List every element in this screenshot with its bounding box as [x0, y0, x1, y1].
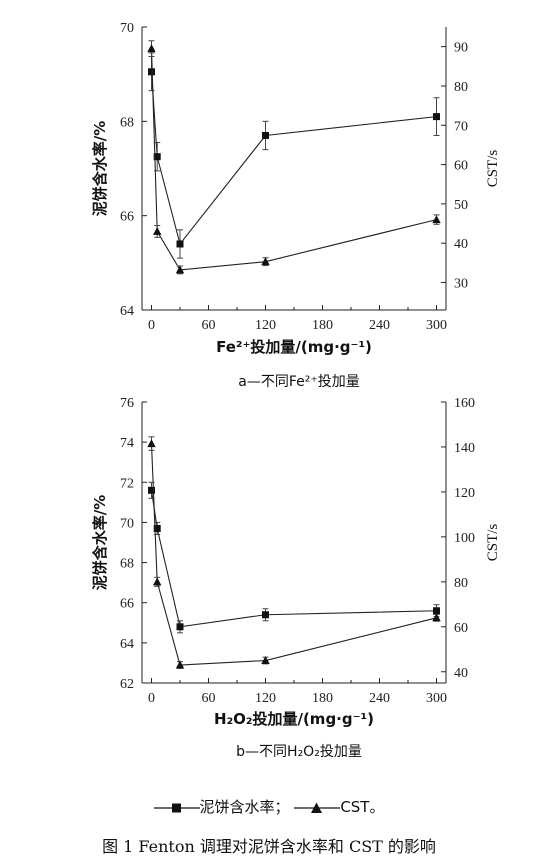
series-cst	[147, 40, 441, 275]
panel-caption: b—不同H₂O₂投加量	[236, 744, 362, 760]
data-point-square	[176, 623, 184, 631]
legend: 泥饼含水率； CST。	[0, 796, 538, 817]
data-point-square	[262, 131, 269, 139]
series-line	[150, 490, 437, 628]
y2-tick-label: 140	[454, 441, 475, 456]
chart-a: 0 60 120 180 240 300 64 66 68 70 30 40 50 60 70 80 90 泥饼含…	[91, 21, 501, 390]
y-axis-label: 泥饼含水率/%	[91, 495, 109, 591]
y-tick-label: 68	[120, 115, 134, 130]
series-moisture	[148, 52, 440, 259]
x-tick-label: 0	[148, 318, 155, 333]
data-point-triangle	[147, 439, 156, 448]
panel-caption: a—不同Fe²⁺投加量	[238, 374, 359, 390]
series-line	[150, 71, 437, 246]
y2-tick-label: 100	[454, 531, 475, 546]
data-point-square	[433, 607, 440, 615]
x-tick-label: 0	[148, 691, 155, 706]
y2-tick-label: 70	[454, 119, 468, 134]
x-tick-label: 120	[255, 691, 276, 706]
x-tick-label: 180	[312, 691, 333, 706]
series-cst	[147, 436, 441, 669]
x-axis-label: Fe²⁺投加量/(mg·g⁻¹)	[216, 338, 372, 356]
legend-square-marker-icon	[153, 803, 200, 812]
series-moisture	[148, 481, 440, 634]
data-point-triangle	[153, 226, 162, 235]
y-tick-label: 74	[120, 436, 134, 451]
y2-tick-label: 80	[454, 80, 468, 95]
data-point-square	[262, 611, 269, 619]
x-tick-label: 240	[369, 318, 390, 333]
y-tick-label: 66	[120, 210, 134, 225]
x-tick-label: 60	[202, 691, 216, 706]
y-tick-label: 66	[120, 597, 134, 612]
y-tick-label: 72	[120, 476, 134, 491]
data-point-square	[433, 113, 440, 121]
y-tick-label: 76	[120, 396, 134, 411]
legend-triangle-marker-icon	[294, 802, 341, 813]
x-tick-label: 240	[369, 691, 390, 706]
data-point-square	[148, 68, 155, 76]
data-point-square	[148, 486, 155, 494]
data-point-triangle	[147, 44, 156, 53]
chart-b: 0 60 120 180 240 300 62 64 66 68 70 72 74 76 40 60 80 100…	[91, 396, 501, 760]
data-point-triangle	[175, 660, 185, 669]
data-point-triangle	[432, 215, 441, 224]
figure-caption: 图 1 Fenton 调理对泥饼含水率和 CST 的影响	[102, 837, 436, 856]
y2-axis-label: CST/s	[485, 150, 501, 188]
y-tick-label: 68	[120, 557, 134, 572]
data-point-triangle	[261, 656, 270, 665]
data-point-square	[153, 524, 161, 532]
y2-tick-label: 90	[454, 41, 468, 56]
y-tick-label: 64	[120, 637, 134, 652]
x-axis-label: H₂O₂投加量/(mg·g⁻¹)	[214, 710, 374, 728]
y2-tick-label: 60	[454, 159, 468, 174]
y2-tick-label: 120	[454, 486, 475, 501]
data-point-square	[176, 240, 184, 248]
y-tick-label: 64	[120, 304, 134, 319]
x-tick-label: 180	[312, 318, 333, 333]
series-line	[150, 48, 437, 271]
data-point-triangle	[175, 265, 185, 274]
data-point-triangle	[261, 257, 270, 266]
y2-tick-label: 40	[454, 237, 468, 252]
data-point-square	[153, 153, 161, 161]
legend-moisture-label: 泥饼含水率；	[199, 798, 290, 816]
data-point-triangle	[432, 613, 441, 622]
x-tick-label: 300	[426, 691, 447, 706]
y2-tick-label: 80	[454, 576, 468, 591]
y2-tick-label: 60	[454, 621, 468, 636]
y2-tick-label: 50	[454, 198, 468, 213]
data-point-triangle	[153, 577, 162, 586]
x-tick-label: 300	[426, 318, 447, 333]
y-tick-label: 62	[120, 677, 134, 692]
x-tick-label: 120	[255, 318, 276, 333]
y2-tick-label: 40	[454, 666, 468, 681]
y2-tick-label: 160	[454, 396, 475, 411]
series-line	[150, 443, 437, 666]
y-axis-label: 泥饼含水率/%	[91, 121, 109, 217]
y2-tick-label: 30	[454, 276, 468, 291]
legend-cst-label: CST。	[340, 798, 385, 816]
y2-axis-label: CST/s	[485, 524, 501, 562]
x-tick-label: 60	[202, 318, 216, 333]
y-tick-label: 70	[120, 21, 134, 36]
y-tick-label: 70	[120, 516, 134, 531]
